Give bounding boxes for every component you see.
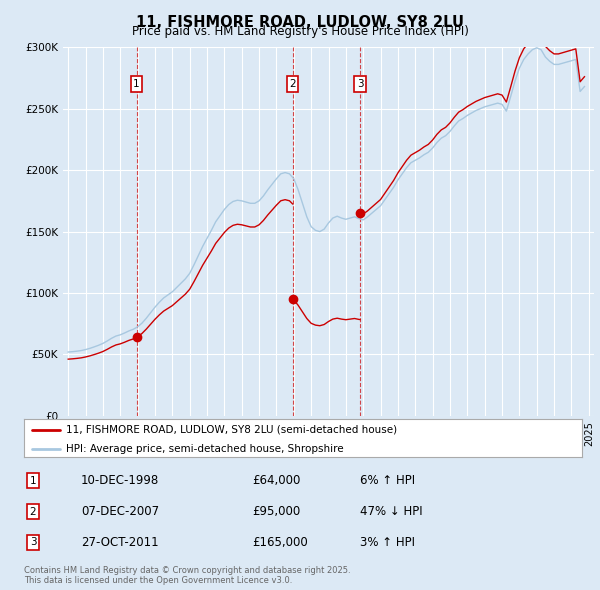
Text: 2: 2 [29,507,37,516]
Text: 11, FISHMORE ROAD, LUDLOW, SY8 2LU (semi-detached house): 11, FISHMORE ROAD, LUDLOW, SY8 2LU (semi… [66,425,397,435]
Text: 47% ↓ HPI: 47% ↓ HPI [360,505,422,518]
Text: 07-DEC-2007: 07-DEC-2007 [81,505,159,518]
Text: 1: 1 [133,79,140,89]
Text: £64,000: £64,000 [252,474,301,487]
Text: HPI: Average price, semi-detached house, Shropshire: HPI: Average price, semi-detached house,… [66,444,343,454]
Text: 11, FISHMORE ROAD, LUDLOW, SY8 2LU: 11, FISHMORE ROAD, LUDLOW, SY8 2LU [136,15,464,30]
Text: 2: 2 [289,79,296,89]
Text: 1: 1 [29,476,37,486]
Text: 10-DEC-1998: 10-DEC-1998 [81,474,159,487]
Text: 27-OCT-2011: 27-OCT-2011 [81,536,158,549]
Text: 6% ↑ HPI: 6% ↑ HPI [360,474,415,487]
Text: £95,000: £95,000 [252,505,300,518]
Text: Price paid vs. HM Land Registry's House Price Index (HPI): Price paid vs. HM Land Registry's House … [131,25,469,38]
Text: 3% ↑ HPI: 3% ↑ HPI [360,536,415,549]
Text: £165,000: £165,000 [252,536,308,549]
Text: Contains HM Land Registry data © Crown copyright and database right 2025.
This d: Contains HM Land Registry data © Crown c… [24,566,350,585]
Text: 3: 3 [357,79,364,89]
Text: 3: 3 [29,537,37,547]
